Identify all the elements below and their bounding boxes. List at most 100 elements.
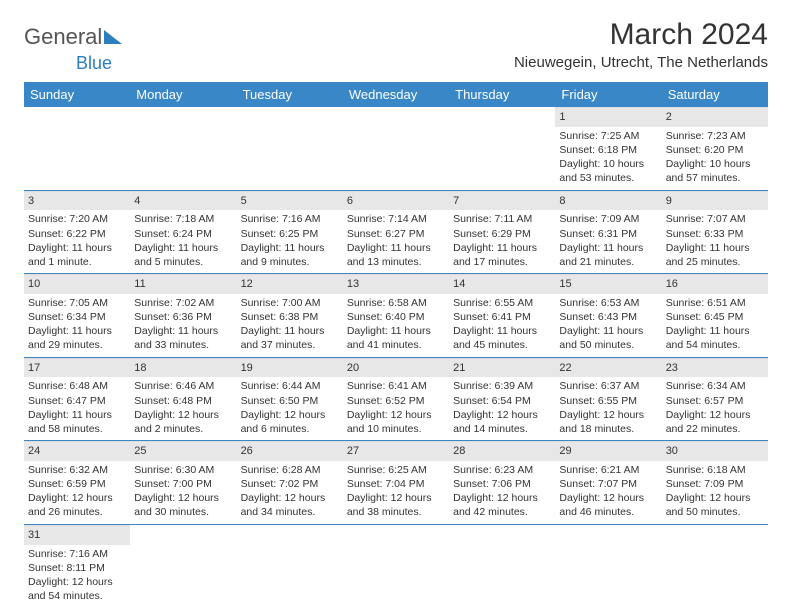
sunset-text: Sunset: 6:22 PM bbox=[28, 227, 126, 241]
sunset-text: Sunset: 6:52 PM bbox=[347, 394, 445, 408]
daylight-text: Daylight: 12 hours and 46 minutes. bbox=[559, 491, 657, 519]
day-cell: 18Sunrise: 6:46 AMSunset: 6:48 PMDayligh… bbox=[130, 358, 236, 441]
brand-flag-icon bbox=[104, 30, 122, 44]
day-number: 31 bbox=[24, 525, 130, 545]
location-text: Nieuwegein, Utrecht, The Netherlands bbox=[514, 54, 768, 71]
sunset-text: Sunset: 6:34 PM bbox=[28, 310, 126, 324]
day-number: 28 bbox=[449, 441, 555, 461]
day-cell: 19Sunrise: 6:44 AMSunset: 6:50 PMDayligh… bbox=[237, 358, 343, 441]
page-title: March 2024 bbox=[514, 18, 768, 52]
day-cell: 14Sunrise: 6:55 AMSunset: 6:41 PMDayligh… bbox=[449, 274, 555, 357]
daylight-text: Daylight: 12 hours and 18 minutes. bbox=[559, 408, 657, 436]
day-body: Sunrise: 6:39 AMSunset: 6:54 PMDaylight:… bbox=[449, 377, 555, 440]
day-number: 4 bbox=[130, 191, 236, 211]
day-number: 22 bbox=[555, 358, 661, 378]
daylight-text: Daylight: 11 hours and 50 minutes. bbox=[559, 324, 657, 352]
sunrise-text: Sunrise: 7:25 AM bbox=[559, 129, 657, 143]
daylight-text: Daylight: 12 hours and 22 minutes. bbox=[666, 408, 764, 436]
daylight-text: Daylight: 11 hours and 25 minutes. bbox=[666, 241, 764, 269]
daylight-text: Daylight: 11 hours and 1 minute. bbox=[28, 241, 126, 269]
day-cell: 1Sunrise: 7:25 AMSunset: 6:18 PMDaylight… bbox=[555, 107, 661, 190]
day-cell: 22Sunrise: 6:37 AMSunset: 6:55 PMDayligh… bbox=[555, 358, 661, 441]
calendar: SundayMondayTuesdayWednesdayThursdayFrid… bbox=[24, 82, 768, 607]
day-body: Sunrise: 7:25 AMSunset: 6:18 PMDaylight:… bbox=[555, 127, 661, 190]
day-number: 8 bbox=[555, 191, 661, 211]
day-body: Sunrise: 7:18 AMSunset: 6:24 PMDaylight:… bbox=[130, 210, 236, 273]
sunrise-text: Sunrise: 6:44 AM bbox=[241, 379, 339, 393]
day-number: 26 bbox=[237, 441, 343, 461]
day-number: 12 bbox=[237, 274, 343, 294]
day-cell: 26Sunrise: 6:28 AMSunset: 7:02 PMDayligh… bbox=[237, 441, 343, 524]
day-number: 30 bbox=[662, 441, 768, 461]
day-number: 11 bbox=[130, 274, 236, 294]
day-body: Sunrise: 6:58 AMSunset: 6:40 PMDaylight:… bbox=[343, 294, 449, 357]
sunset-text: Sunset: 6:36 PM bbox=[134, 310, 232, 324]
week-row: 10Sunrise: 7:05 AMSunset: 6:34 PMDayligh… bbox=[24, 274, 768, 358]
sunset-text: Sunset: 7:09 PM bbox=[666, 477, 764, 491]
day-cell: 31Sunrise: 7:16 AMSunset: 8:11 PMDayligh… bbox=[24, 525, 130, 608]
daylight-text: Daylight: 12 hours and 42 minutes. bbox=[453, 491, 551, 519]
day-cell bbox=[130, 107, 236, 190]
daylight-text: Daylight: 11 hours and 9 minutes. bbox=[241, 241, 339, 269]
sunrise-text: Sunrise: 7:11 AM bbox=[453, 212, 551, 226]
day-number: 9 bbox=[662, 191, 768, 211]
day-cell: 9Sunrise: 7:07 AMSunset: 6:33 PMDaylight… bbox=[662, 191, 768, 274]
sunrise-text: Sunrise: 6:51 AM bbox=[666, 296, 764, 310]
day-number: 7 bbox=[449, 191, 555, 211]
daylight-text: Daylight: 11 hours and 37 minutes. bbox=[241, 324, 339, 352]
day-body: Sunrise: 7:16 AMSunset: 8:11 PMDaylight:… bbox=[24, 545, 130, 608]
day-body: Sunrise: 7:16 AMSunset: 6:25 PMDaylight:… bbox=[237, 210, 343, 273]
day-cell: 7Sunrise: 7:11 AMSunset: 6:29 PMDaylight… bbox=[449, 191, 555, 274]
day-cell bbox=[662, 525, 768, 608]
day-body: Sunrise: 6:32 AMSunset: 6:59 PMDaylight:… bbox=[24, 461, 130, 524]
sunrise-text: Sunrise: 6:53 AM bbox=[559, 296, 657, 310]
sunset-text: Sunset: 6:59 PM bbox=[28, 477, 126, 491]
sunrise-text: Sunrise: 7:00 AM bbox=[241, 296, 339, 310]
day-number: 13 bbox=[343, 274, 449, 294]
day-number: 24 bbox=[24, 441, 130, 461]
day-cell: 2Sunrise: 7:23 AMSunset: 6:20 PMDaylight… bbox=[662, 107, 768, 190]
day-cell: 4Sunrise: 7:18 AMSunset: 6:24 PMDaylight… bbox=[130, 191, 236, 274]
daylight-text: Daylight: 11 hours and 54 minutes. bbox=[666, 324, 764, 352]
sunrise-text: Sunrise: 6:34 AM bbox=[666, 379, 764, 393]
day-body: Sunrise: 6:25 AMSunset: 7:04 PMDaylight:… bbox=[343, 461, 449, 524]
day-cell: 11Sunrise: 7:02 AMSunset: 6:36 PMDayligh… bbox=[130, 274, 236, 357]
title-block: March 2024 Nieuwegein, Utrecht, The Neth… bbox=[514, 18, 768, 71]
day-cell: 16Sunrise: 6:51 AMSunset: 6:45 PMDayligh… bbox=[662, 274, 768, 357]
sunrise-text: Sunrise: 7:14 AM bbox=[347, 212, 445, 226]
day-body: Sunrise: 6:30 AMSunset: 7:00 PMDaylight:… bbox=[130, 461, 236, 524]
sunrise-text: Sunrise: 7:16 AM bbox=[28, 547, 126, 561]
day-number: 29 bbox=[555, 441, 661, 461]
sunset-text: Sunset: 7:02 PM bbox=[241, 477, 339, 491]
sunrise-text: Sunrise: 6:37 AM bbox=[559, 379, 657, 393]
sunrise-text: Sunrise: 6:30 AM bbox=[134, 463, 232, 477]
sunrise-text: Sunrise: 6:32 AM bbox=[28, 463, 126, 477]
sunset-text: Sunset: 6:31 PM bbox=[559, 227, 657, 241]
sunrise-text: Sunrise: 7:16 AM bbox=[241, 212, 339, 226]
day-cell: 27Sunrise: 6:25 AMSunset: 7:04 PMDayligh… bbox=[343, 441, 449, 524]
sunrise-text: Sunrise: 6:23 AM bbox=[453, 463, 551, 477]
sunrise-text: Sunrise: 6:55 AM bbox=[453, 296, 551, 310]
day-body: Sunrise: 6:48 AMSunset: 6:47 PMDaylight:… bbox=[24, 377, 130, 440]
day-header-cell: Friday bbox=[555, 82, 661, 107]
day-cell bbox=[449, 107, 555, 190]
daylight-text: Daylight: 12 hours and 34 minutes. bbox=[241, 491, 339, 519]
sunset-text: Sunset: 6:33 PM bbox=[666, 227, 764, 241]
day-body: Sunrise: 7:00 AMSunset: 6:38 PMDaylight:… bbox=[237, 294, 343, 357]
day-cell: 3Sunrise: 7:20 AMSunset: 6:22 PMDaylight… bbox=[24, 191, 130, 274]
day-cell bbox=[237, 107, 343, 190]
day-number: 16 bbox=[662, 274, 768, 294]
daylight-text: Daylight: 11 hours and 41 minutes. bbox=[347, 324, 445, 352]
sunrise-text: Sunrise: 6:46 AM bbox=[134, 379, 232, 393]
day-header-cell: Wednesday bbox=[343, 82, 449, 107]
day-header-row: SundayMondayTuesdayWednesdayThursdayFrid… bbox=[24, 82, 768, 107]
day-number: 15 bbox=[555, 274, 661, 294]
daylight-text: Daylight: 11 hours and 13 minutes. bbox=[347, 241, 445, 269]
day-number: 27 bbox=[343, 441, 449, 461]
sunset-text: Sunset: 7:06 PM bbox=[453, 477, 551, 491]
day-body: Sunrise: 7:07 AMSunset: 6:33 PMDaylight:… bbox=[662, 210, 768, 273]
day-body: Sunrise: 7:11 AMSunset: 6:29 PMDaylight:… bbox=[449, 210, 555, 273]
sunset-text: Sunset: 6:57 PM bbox=[666, 394, 764, 408]
day-number: 10 bbox=[24, 274, 130, 294]
sunset-text: Sunset: 6:54 PM bbox=[453, 394, 551, 408]
